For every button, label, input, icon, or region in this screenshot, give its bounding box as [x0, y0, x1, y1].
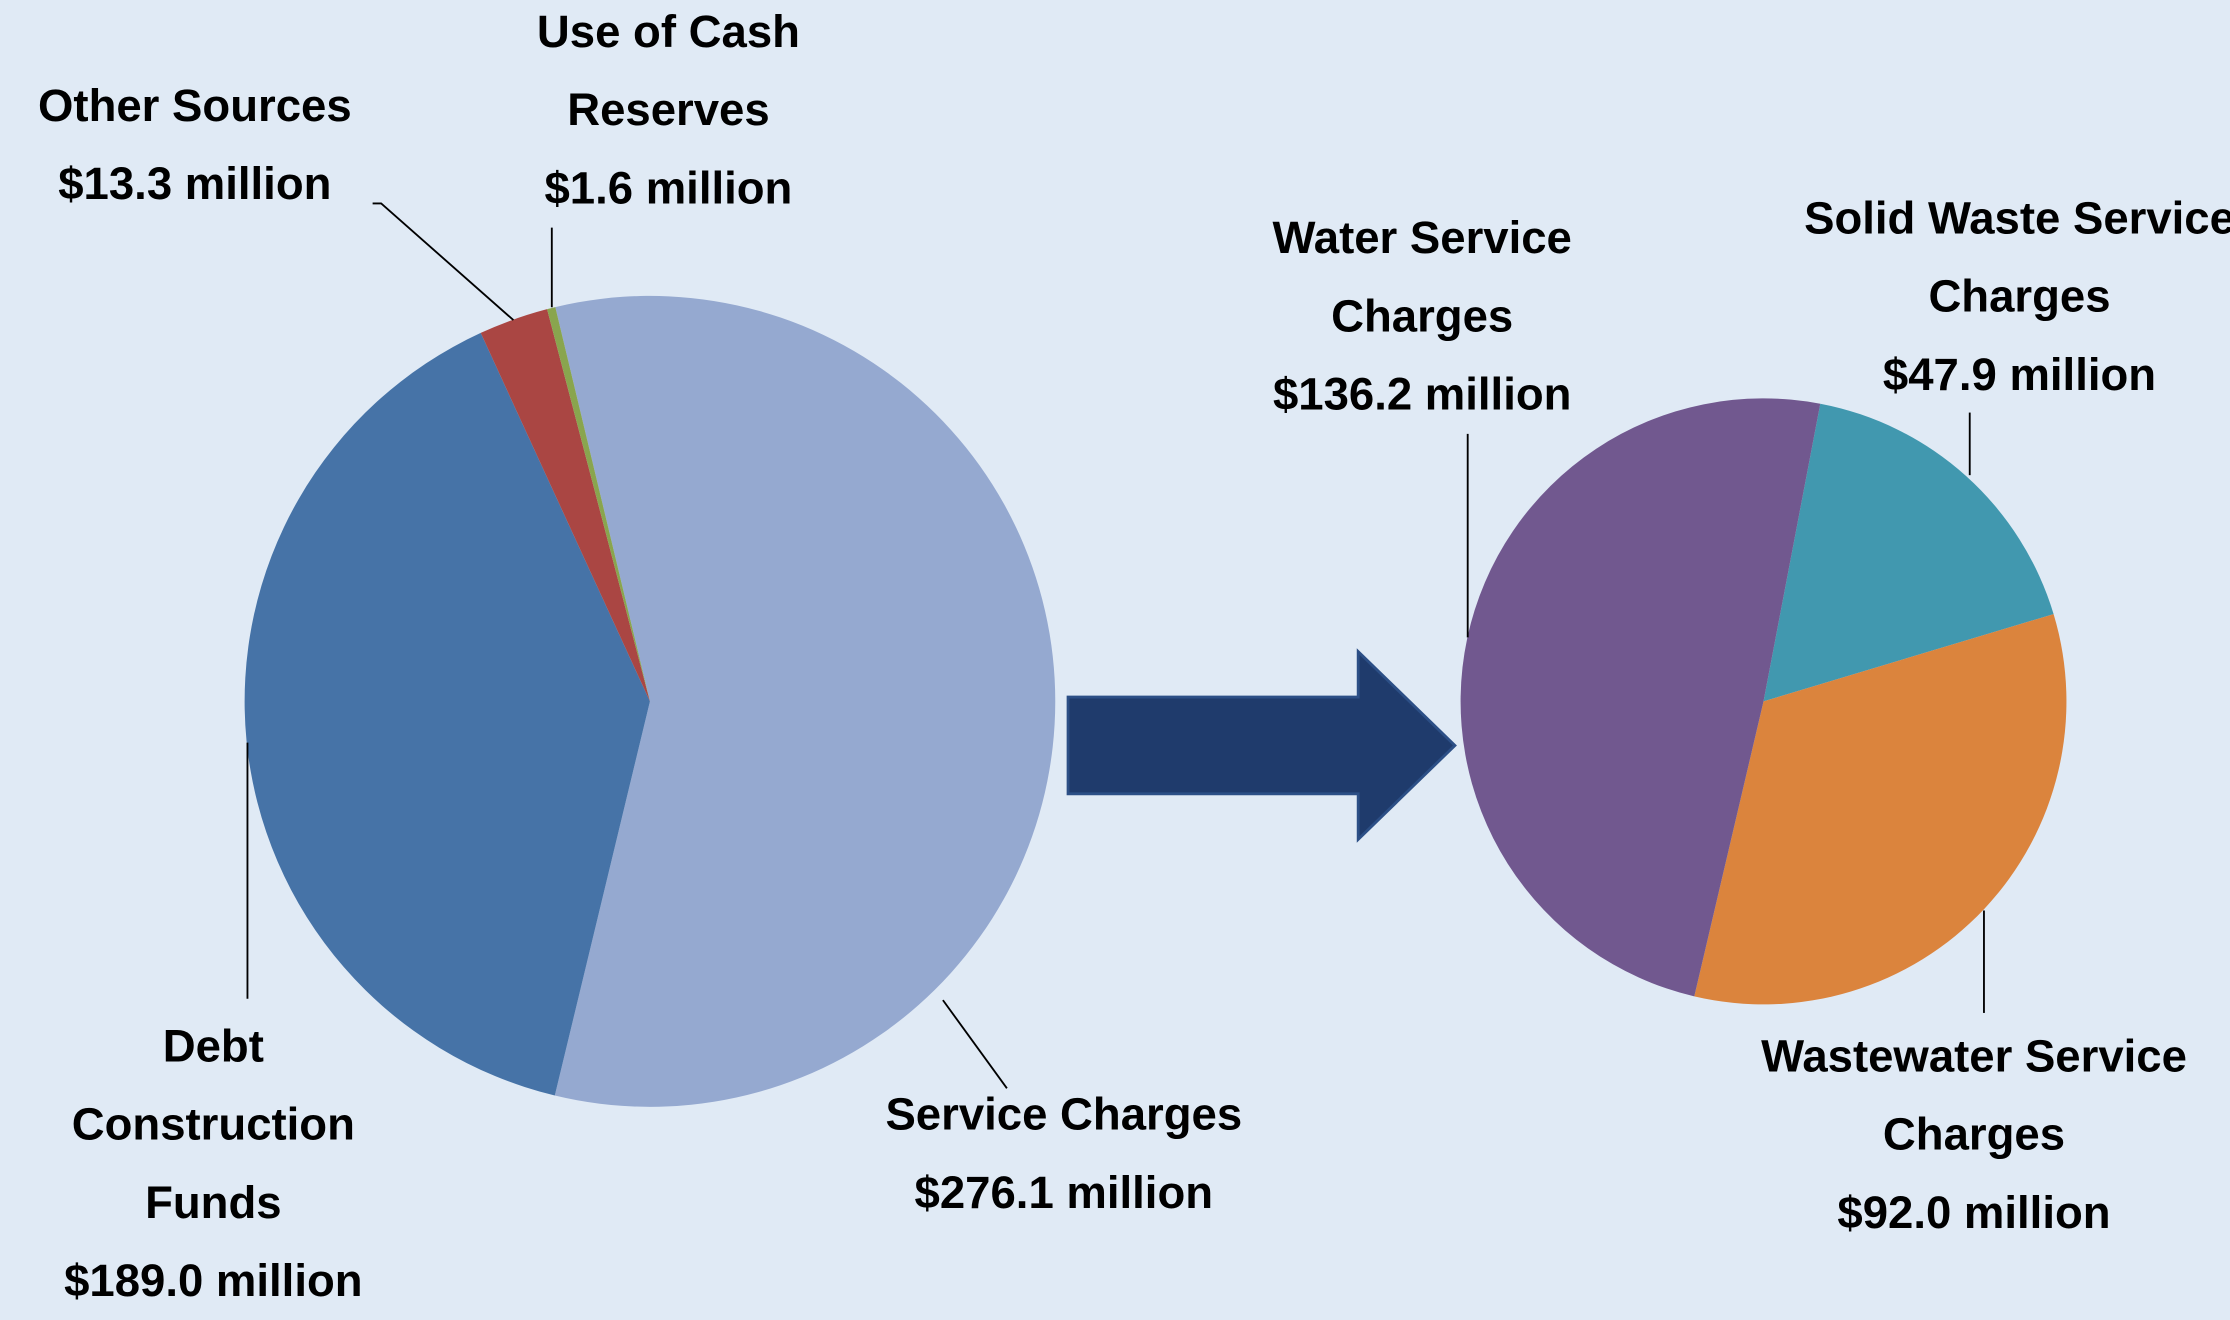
value-label: $189.0 million [64, 1254, 363, 1307]
value-label: $92.0 million [1837, 1186, 2111, 1238]
slice-label: Wastewater Service Charges $92.0 million [1749, 1017, 2198, 1252]
slice-label: Solid Waste Service Charges $47.9 million [1795, 179, 2230, 414]
value-label: $47.9 million [1882, 348, 2157, 400]
category-label: Use of Cash Reserves [536, 5, 800, 136]
pie-slice [1763, 403, 2054, 702]
value-label: $276.1 million [914, 1166, 1214, 1218]
slice-label: Water Service Charges $136.2 million [1209, 199, 1636, 434]
slice-label: Debt Construction Funds $189.0 million [28, 1007, 398, 1320]
pie-slice [244, 332, 650, 1096]
category-label: Water Service Charges [1272, 211, 1572, 342]
slice-label: Use of Cash Reserves $1.6 million [498, 0, 839, 228]
pie-slice [1694, 614, 2067, 1005]
category-label: Wastewater Service Charges [1761, 1030, 2187, 1160]
leader-line [372, 202, 515, 321]
leader-line [942, 999, 1008, 1089]
value-label: $136.2 million [1272, 368, 1572, 420]
category-label: Service Charges [885, 1088, 1243, 1140]
leader-lines [246, 202, 1985, 1089]
value-label: $13.3 million [58, 157, 332, 210]
category-label: Other Sources [38, 79, 352, 131]
pie-slice [547, 307, 650, 702]
pie-slice [480, 309, 650, 702]
slice-label: Other Sources $13.3 million [0, 67, 408, 223]
slice-label: Service Charges $276.1 million [779, 1076, 1348, 1232]
pie-slice [554, 295, 1056, 1107]
arrow [1066, 648, 1457, 843]
category-label: Solid Waste Service Charges [1804, 192, 2230, 322]
value-label: $1.6 million [544, 162, 793, 214]
category-label: Debt Construction Funds [71, 1020, 355, 1228]
pie-slice [1460, 398, 1821, 997]
pies [244, 295, 2067, 1107]
